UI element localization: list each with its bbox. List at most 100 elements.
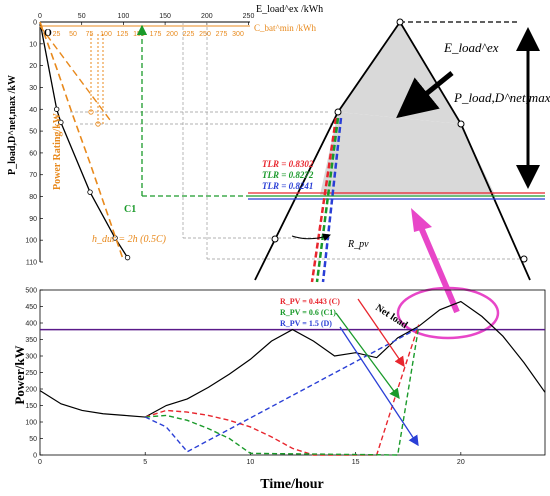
c1-label: C1 xyxy=(124,204,136,215)
top-y-tick-label: 50 xyxy=(29,129,37,136)
excess-energy-region-lower xyxy=(320,112,495,195)
blue-annotation-arrow xyxy=(339,326,419,447)
red-dashed-drop xyxy=(310,117,338,283)
bottom-y-tick-label: 350 xyxy=(25,337,37,344)
top-y-label: P_load,D^net,max /kW xyxy=(7,75,18,175)
top-x-orange-tick-label: 250 xyxy=(199,31,211,38)
annotation-net-load: Net load xyxy=(373,302,409,331)
top-y-tick-label: 90 xyxy=(29,216,37,223)
bottom-y-label: Power/kW xyxy=(12,345,27,404)
peak-highlight-ellipse xyxy=(396,286,500,340)
blue-dashed-drop xyxy=(321,117,343,283)
bottom-series xyxy=(39,300,546,456)
top-x-label-black: E_load^ex /kWh xyxy=(256,4,323,15)
top-y-tick-label: 30 xyxy=(29,85,37,92)
annotation-blue: R_PV = 1.5 (D) xyxy=(280,319,332,328)
top-x-orange-tick-label: 200 xyxy=(166,31,178,38)
bottom-x-tick-label: 20 xyxy=(457,459,465,466)
black-curve-point xyxy=(58,119,64,126)
top-y-tick-label: 110 xyxy=(26,260,37,267)
top-x-orange-tick-label: 225 xyxy=(183,31,195,38)
series-line-1 xyxy=(144,324,420,456)
top-panel: 0 10 20 30 40 50 60 70 80 90 100 110 0 50 100 150 200 25… xyxy=(7,4,550,314)
top-x-orange-tick-label: 275 xyxy=(216,31,228,38)
top-x-orange-tick-label: 50 xyxy=(69,31,77,38)
top-x-orange-tick-label: 125 xyxy=(117,31,129,38)
annotation-red: R_PV = 0.443 (C) xyxy=(280,297,340,306)
pnet-label: P_load,D^net,max xyxy=(453,90,550,105)
orange-dashed-curve-2 xyxy=(39,25,111,121)
top-x-orange-tick-label: 175 xyxy=(150,31,162,38)
power-rating-label: Power Rating/kW xyxy=(52,113,63,190)
bottom-y-tick-label: 300 xyxy=(25,354,37,361)
black-curve-point xyxy=(53,106,60,112)
tlr-label-green: TLR = 0.8272 xyxy=(262,170,314,180)
tlr-label-blue: TLR = 0.8241 xyxy=(262,181,313,191)
excess-energy-region xyxy=(338,22,461,124)
bottom-x-label: Time/hour xyxy=(260,477,324,492)
hdur-label: h_dur = 2h (0.5C) xyxy=(92,234,167,245)
top-x-tick-label: 150 xyxy=(159,13,171,20)
orange-dashed-curve xyxy=(39,21,124,258)
orange-vertical-guides xyxy=(90,32,104,124)
bottom-x-tick-label: 0 xyxy=(38,459,42,466)
top-x-orange-tick-label: 75 xyxy=(86,31,94,38)
bottom-y-tick-label: 50 xyxy=(29,436,37,443)
bottom-y-tick-label: 500 xyxy=(25,288,37,295)
triangle-low-left-point xyxy=(271,235,279,243)
top-y-tick-label: 20 xyxy=(29,63,37,70)
bottom-x-tick-label: 10 xyxy=(247,459,255,466)
top-x-label-orange: C_bat^min /kWh xyxy=(254,23,316,33)
bottom-y-tick-label: 100 xyxy=(25,420,37,427)
top-x-ticks-orange: 25 50 75 100 125 150 175 200 225 250 275 300 xyxy=(53,31,244,38)
top-x-tick-label: 100 xyxy=(118,13,130,20)
origin-label: O xyxy=(44,28,52,39)
annotation-green: R_PV = 0.6 (C1) xyxy=(280,308,336,317)
bottom-y-tick-label: 150 xyxy=(25,403,37,410)
series-line-3 xyxy=(144,327,420,453)
top-x-tick-label: 250 xyxy=(243,13,255,20)
top-y-tick-label: 70 xyxy=(29,172,37,179)
triangle-right-point xyxy=(457,120,465,128)
bottom-y-tick-label: 250 xyxy=(25,370,37,377)
top-y-tick-label: 80 xyxy=(29,194,37,201)
tlr-label-red: TLR = 0.8302 xyxy=(262,159,314,169)
rpv-label: R_pv xyxy=(347,239,369,250)
triangle-peak-point xyxy=(396,18,404,26)
eload-arrow xyxy=(396,71,454,119)
top-x-tick-label: 50 xyxy=(78,13,86,20)
top-x-orange-tick-label: 150 xyxy=(133,31,145,38)
rpv-arrow xyxy=(291,233,331,242)
bottom-y-tick-label: 450 xyxy=(25,304,37,311)
top-x-tick-label: 200 xyxy=(201,13,213,20)
top-y-tick-label: 10 xyxy=(29,41,37,48)
top-y-tick-label: 100 xyxy=(25,238,37,245)
red-annotation-arrow xyxy=(357,298,405,368)
bottom-y-tick-label: 400 xyxy=(25,321,37,328)
top-y-ticks: 0 10 20 30 40 50 60 70 80 90 100 110 xyxy=(25,20,43,267)
green-annotation-arrow xyxy=(335,312,400,400)
triangle-low-right-point xyxy=(520,255,528,263)
bottom-y-ticks: 0 50 100 150 200 250 300 350 400 450 500 xyxy=(25,288,43,460)
top-x-ticks: 0 50 100 150 200 250 xyxy=(38,13,254,25)
top-y-tick-label: 60 xyxy=(29,150,37,157)
green-dashed-drop xyxy=(315,117,340,283)
bottom-y-tick-label: 0 xyxy=(33,453,37,460)
top-x-orange-tick-label: 300 xyxy=(232,31,244,38)
top-x-orange-tick-label: 25 xyxy=(53,31,61,38)
top-x-tick-label: 0 xyxy=(38,13,42,20)
top-y-tick-label: 0 xyxy=(33,20,37,27)
net-load-line xyxy=(39,300,546,418)
bottom-x-ticks: 0 5 10 15 20 xyxy=(38,452,465,466)
magenta-arrowhead xyxy=(411,208,432,232)
magenta-link-arrow xyxy=(417,223,460,314)
top-y-tick-label: 40 xyxy=(29,107,37,114)
black-curve-point xyxy=(87,189,93,195)
series-line-2 xyxy=(145,326,420,456)
eload-label: E_load^ex xyxy=(443,40,499,55)
black-curve-point xyxy=(124,254,131,261)
bottom-x-tick-label: 5 xyxy=(143,459,147,466)
bottom-y-tick-label: 200 xyxy=(25,387,37,394)
